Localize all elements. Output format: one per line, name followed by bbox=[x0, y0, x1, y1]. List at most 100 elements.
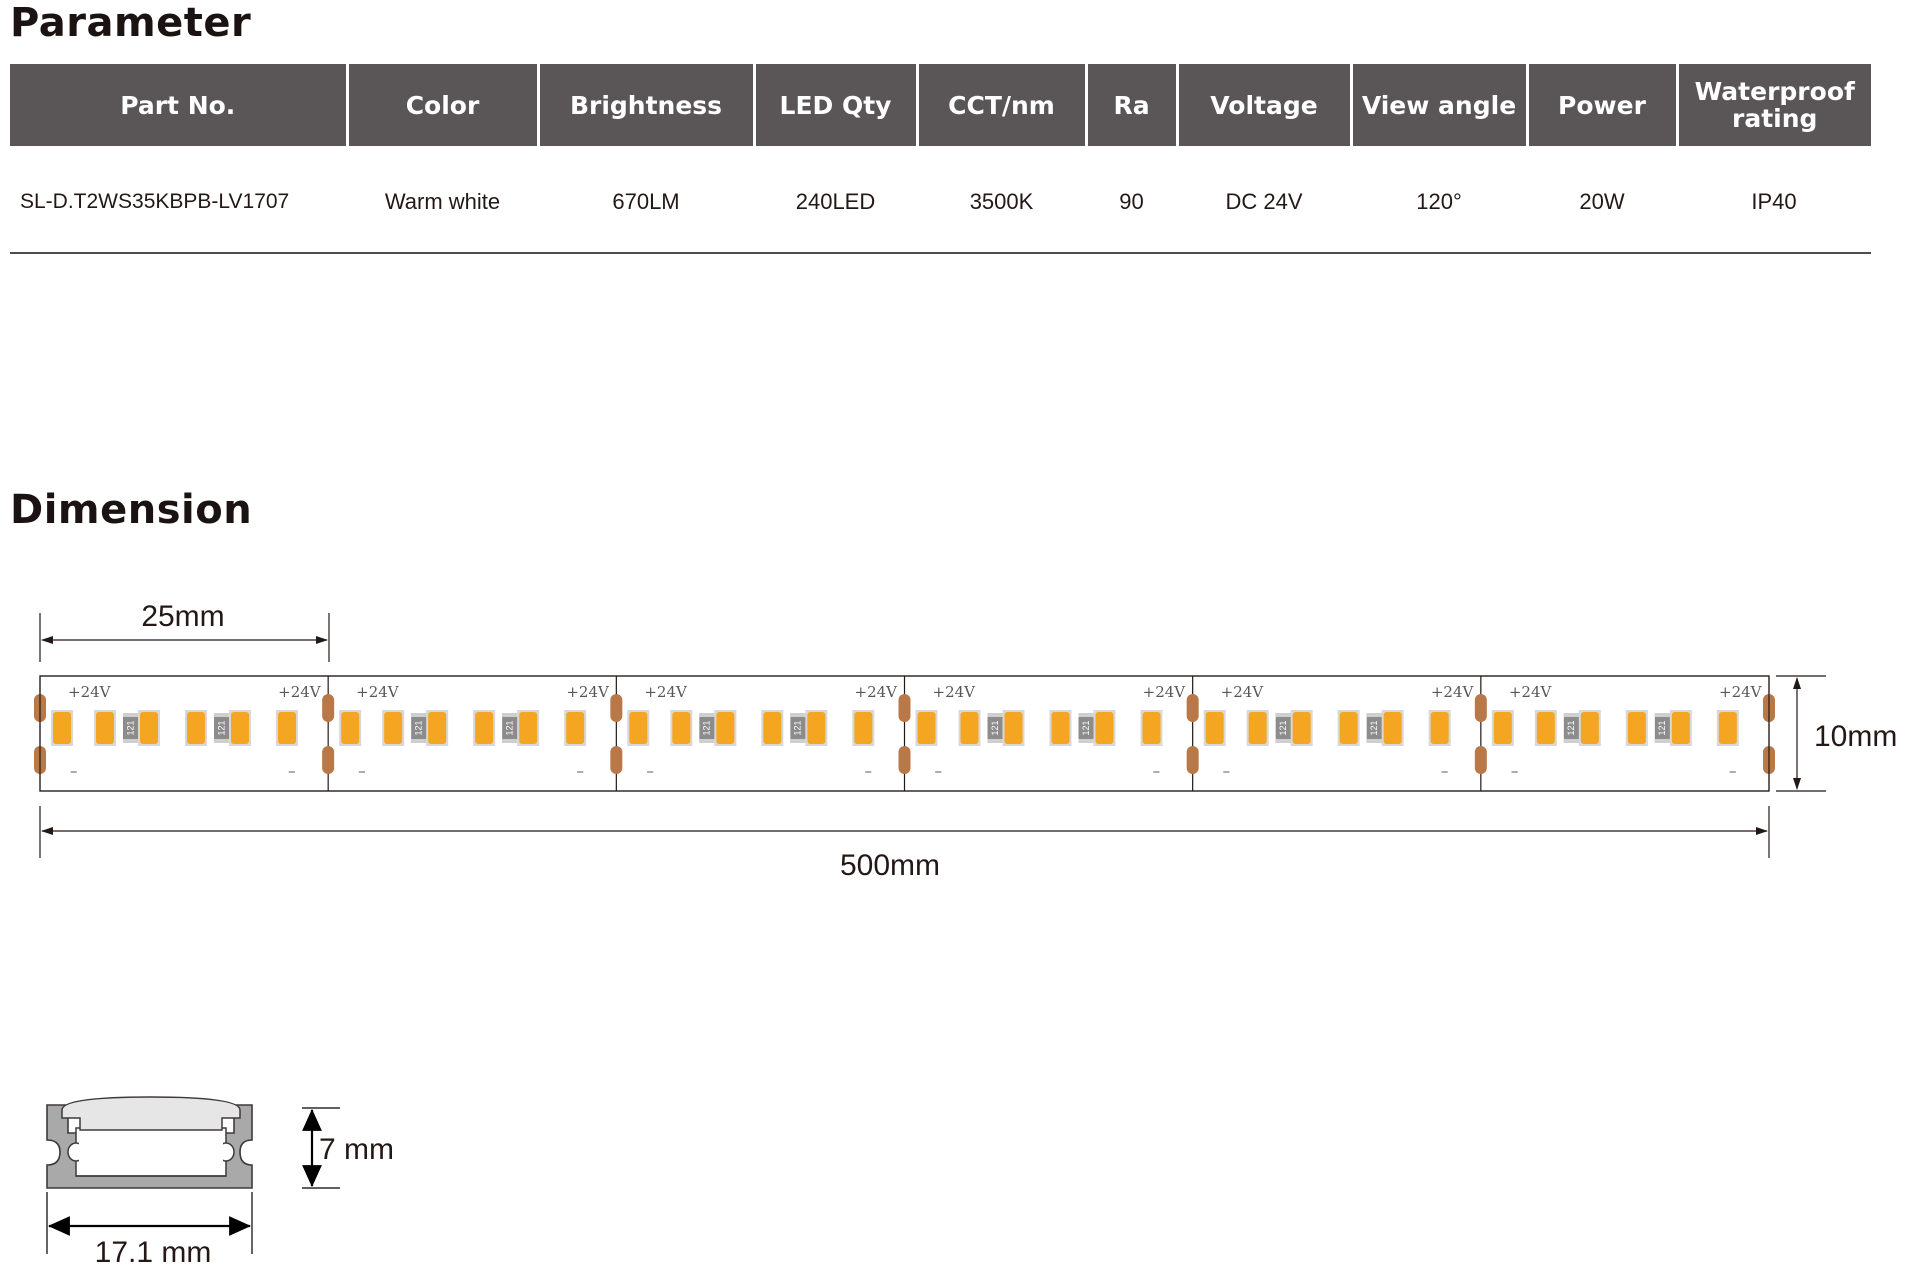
led-chip bbox=[1004, 712, 1023, 744]
profile-width-label: 17.1 mm bbox=[95, 1236, 212, 1269]
resistor bbox=[987, 713, 1004, 743]
solder-pad bbox=[1474, 746, 1487, 774]
led-chip bbox=[1205, 712, 1224, 744]
led-chip bbox=[1627, 712, 1646, 744]
led-chip bbox=[716, 712, 735, 744]
resistor-label: 121 bbox=[702, 720, 712, 735]
positive-label: +24V bbox=[1509, 683, 1553, 701]
resistor bbox=[1654, 713, 1671, 743]
solder-pad bbox=[898, 694, 911, 722]
negative-label: – bbox=[935, 762, 943, 780]
led-chip bbox=[629, 712, 648, 744]
resistor bbox=[1366, 713, 1383, 743]
led-chip bbox=[763, 712, 782, 744]
cell-cct: 3500K bbox=[917, 146, 1086, 254]
led-chip bbox=[960, 712, 979, 744]
strip-segment: +24V +24V – – 121 121 bbox=[1186, 676, 1475, 791]
negative-label: – bbox=[1729, 762, 1737, 780]
strip-segment: +24V +24V – – 121 121 bbox=[322, 676, 610, 791]
led-chip bbox=[278, 712, 296, 744]
led-chip bbox=[854, 712, 873, 744]
solder-pad bbox=[898, 746, 911, 774]
cell-voltage: DC 24V bbox=[1177, 146, 1351, 254]
led-chip bbox=[53, 712, 71, 744]
header-waterproof-rating: Waterproof rating bbox=[1675, 64, 1871, 146]
strip-width-label: 10mm bbox=[1814, 720, 1897, 753]
header-view-angle: View angle bbox=[1349, 64, 1527, 146]
positive-label: +24V bbox=[1221, 683, 1265, 701]
strip-segment: +24V +24V – – 121 121 bbox=[610, 676, 898, 791]
negative-label: – bbox=[70, 762, 78, 780]
positive-label: +24V bbox=[644, 683, 688, 701]
negative-label: – bbox=[576, 762, 584, 780]
resistor-label: 121 bbox=[505, 720, 515, 735]
led-chip bbox=[96, 712, 114, 744]
cell-power: 20W bbox=[1527, 146, 1677, 254]
led-chip bbox=[1248, 712, 1267, 744]
solder-pad bbox=[1186, 694, 1199, 722]
negative-label: – bbox=[358, 762, 366, 780]
led-chip bbox=[140, 712, 158, 744]
resistor bbox=[411, 713, 428, 743]
resistor bbox=[1078, 713, 1095, 743]
resistor bbox=[123, 713, 139, 743]
resistor-label: 121 bbox=[216, 720, 226, 735]
positive-label: +24V bbox=[566, 683, 610, 701]
positive-label: +24V bbox=[1431, 683, 1475, 701]
negative-label: – bbox=[646, 762, 654, 780]
led-chip bbox=[428, 712, 447, 744]
led-chip bbox=[187, 712, 205, 744]
total-length-label: 500mm bbox=[840, 849, 940, 882]
positive-label: +24V bbox=[278, 683, 322, 701]
table-row: SL-D.T2WS35KBPB-LV1707 Warm white 670LM … bbox=[10, 146, 1871, 254]
header-brightness: Brightness bbox=[536, 64, 754, 146]
led-chip bbox=[1580, 712, 1599, 744]
parameter-section-title: Parameter bbox=[10, 0, 252, 46]
segment-length-label: 25mm bbox=[141, 600, 224, 633]
led-chip bbox=[1095, 712, 1114, 744]
solder-pad bbox=[1474, 694, 1487, 722]
cell-brightness: 670LM bbox=[538, 146, 754, 254]
header-color: Color bbox=[345, 64, 538, 146]
resistor-label: 121 bbox=[414, 720, 424, 735]
positive-label: +24V bbox=[1719, 683, 1763, 701]
solder-pad bbox=[610, 694, 623, 722]
header-part-no: Part No. bbox=[10, 64, 347, 146]
resistor bbox=[1275, 713, 1292, 743]
total-length-dimension: 500mm bbox=[39, 806, 1770, 882]
strip-segment: +24V +24V – – 121 121 bbox=[1474, 676, 1775, 791]
strip-border bbox=[39, 675, 1770, 792]
led-chip bbox=[1718, 712, 1737, 744]
led-chip bbox=[566, 712, 585, 744]
positive-label: +24V bbox=[1143, 683, 1187, 701]
led-chip bbox=[1430, 712, 1449, 744]
led-chip bbox=[1142, 712, 1161, 744]
resistor-label: 121 bbox=[125, 720, 135, 735]
led-chip bbox=[1536, 712, 1555, 744]
solder-pad bbox=[322, 746, 335, 774]
strip-segment: +24V +24V – – 121 121 bbox=[34, 683, 322, 780]
led-chip bbox=[917, 712, 936, 744]
negative-label: – bbox=[865, 762, 873, 780]
resistor-label: 121 bbox=[1657, 720, 1667, 735]
led-chip bbox=[1339, 712, 1358, 744]
positive-label: +24V bbox=[933, 683, 977, 701]
solder-pad bbox=[322, 694, 335, 722]
cell-led-qty: 240LED bbox=[754, 146, 917, 254]
led-chip bbox=[1292, 712, 1311, 744]
cell-ra: 90 bbox=[1086, 146, 1177, 254]
negative-label: – bbox=[1153, 762, 1161, 780]
parameter-table: Part No. Color Brightness LED Qty CCT/nm… bbox=[10, 64, 1871, 254]
strip-width-dimension: 10mm bbox=[1776, 675, 1897, 792]
header-voltage: Voltage bbox=[1175, 64, 1351, 146]
segment-length-dimension: 25mm bbox=[39, 600, 330, 662]
led-chip bbox=[1383, 712, 1402, 744]
header-cct: CCT/nm bbox=[915, 64, 1086, 146]
resistor-label: 121 bbox=[990, 720, 1000, 735]
resistor-label: 121 bbox=[1081, 720, 1091, 735]
positive-label: +24V bbox=[356, 683, 400, 701]
resistor-label: 121 bbox=[1566, 720, 1576, 735]
led-chip bbox=[1493, 712, 1512, 744]
profile-height-label: 7 mm bbox=[319, 1133, 394, 1166]
led-chip bbox=[1051, 712, 1070, 744]
